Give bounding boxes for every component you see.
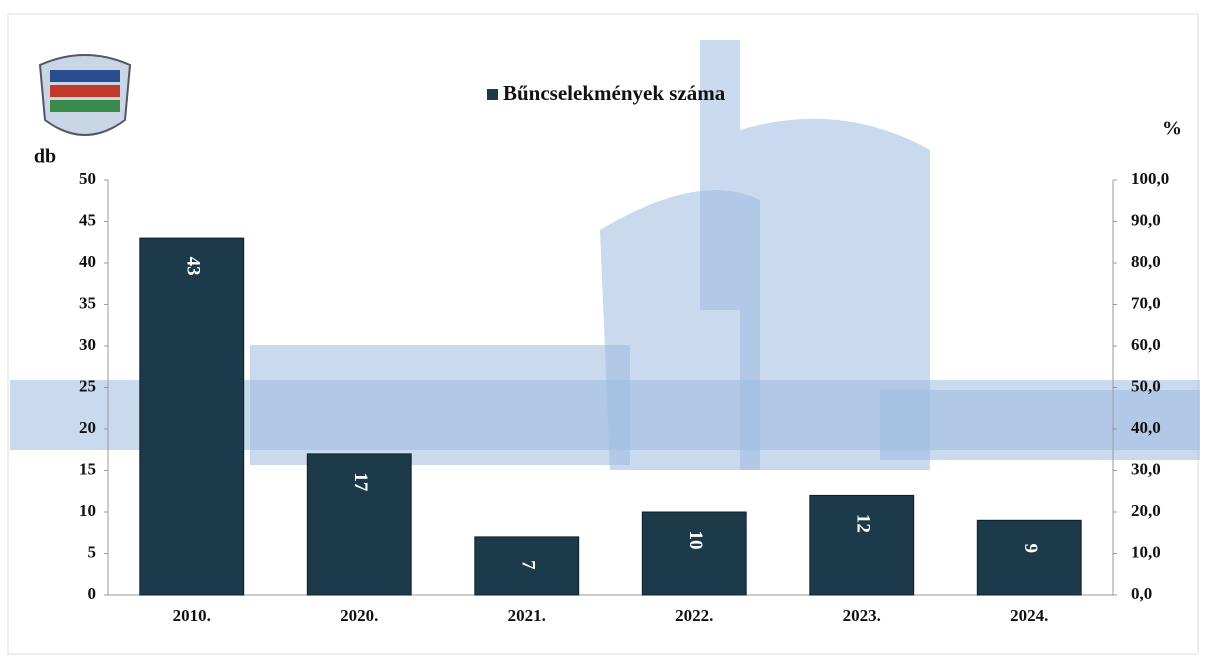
y-tick-label: 35 [79, 293, 96, 312]
x-tick-label: 2022. [675, 606, 713, 625]
bar [977, 520, 1081, 595]
y-tick-label: 5 [88, 542, 97, 561]
y2-tick-label: 100,0 [1131, 169, 1169, 188]
y2-tick-label: 40,0 [1131, 418, 1161, 437]
y-tick-label: 15 [79, 459, 96, 478]
y-tick-label: 50 [79, 169, 96, 188]
y2-axis-label: % [1162, 118, 1182, 140]
x-tick-label: 2024. [1010, 606, 1048, 625]
data-label: 10 [685, 531, 706, 550]
y-tick-label: 10 [79, 501, 96, 520]
y-axis-label: db [34, 146, 56, 168]
x-tick-label: 2010. [173, 606, 211, 625]
y2-tick-label: 20,0 [1131, 501, 1161, 520]
x-tick-label: 2021. [508, 606, 546, 625]
bar [140, 238, 244, 595]
y-tick-label: 45 [79, 210, 96, 229]
y-tick-label: 20 [79, 418, 96, 437]
chart: db% 0 5 10 15 20 25 30 35 40 45 50 0,0 10,0 20,0 30,0 40… [0, 0, 1207, 662]
data-label: 7 [517, 560, 538, 570]
y2-tick-label: 0,0 [1131, 584, 1152, 603]
x-tick-label: 2023. [843, 606, 881, 625]
y2-tick-label: 10,0 [1131, 542, 1161, 561]
y2-tick-label: 50,0 [1131, 376, 1161, 395]
y-tick-label: 30 [79, 335, 96, 354]
data-label: 12 [852, 514, 873, 533]
bar [810, 495, 914, 595]
data-label: 17 [350, 472, 371, 492]
data-label: 9 [1020, 544, 1041, 554]
y-tick-label: 0 [88, 584, 97, 603]
bar [642, 512, 746, 595]
y2-tick-label: 60,0 [1131, 335, 1161, 354]
legend-label: Bűncselekmények száma [503, 81, 726, 105]
y2-tick-label: 80,0 [1131, 252, 1161, 271]
y2-tick-label: 70,0 [1131, 293, 1161, 312]
y-tick-label: 25 [79, 376, 96, 395]
data-label: 43 [182, 257, 203, 276]
logo [40, 55, 130, 135]
y2-tick-label: 90,0 [1131, 210, 1161, 229]
y2-tick-label: 30,0 [1131, 459, 1161, 478]
x-tick-label: 2020. [340, 606, 378, 625]
legend-swatch [487, 89, 498, 100]
y-tick-label: 40 [79, 252, 96, 271]
